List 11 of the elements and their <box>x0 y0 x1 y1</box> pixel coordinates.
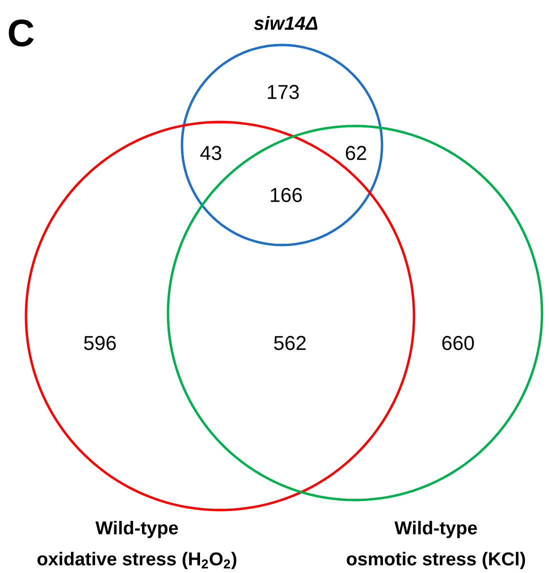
data-label: 596 <box>84 336 116 350</box>
text: C <box>8 20 34 46</box>
text: Wild-type oxidative stress (H$_{2}$O$_{2}$) <box>37 520 236 570</box>
text: Wild-type osmotic stress (KCl) <box>346 520 526 570</box>
data-label: 660 <box>442 336 474 350</box>
text: siw14Δ <box>254 16 318 30</box>
data-label: 562 <box>274 336 306 350</box>
data-label: 62 <box>346 146 366 160</box>
data-label: 173 <box>268 84 299 100</box>
data-label: 166 <box>270 188 302 202</box>
data-label: 43 <box>200 146 222 160</box>
